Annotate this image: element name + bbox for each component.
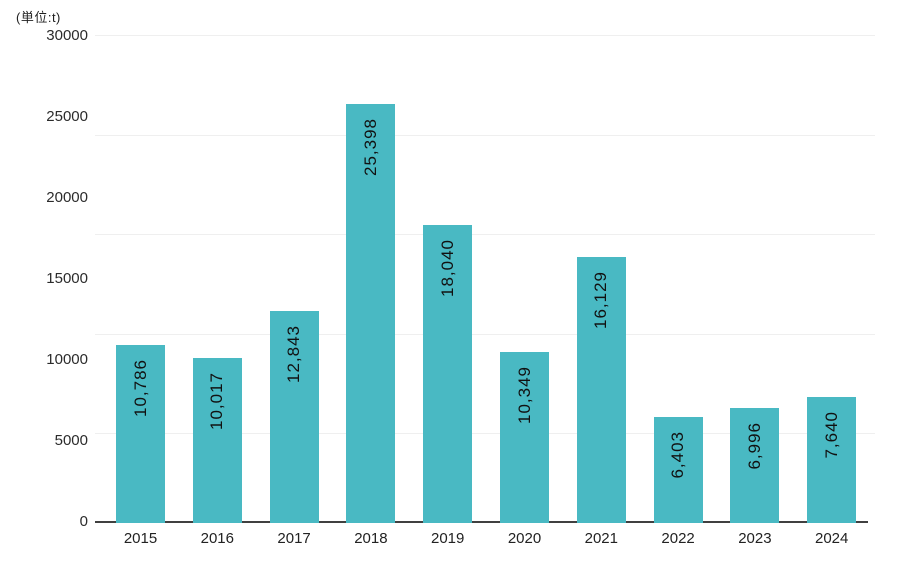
bar-value-label: 7,640 — [821, 411, 841, 459]
y-tick-label: 0 — [79, 513, 88, 530]
bar-2016: 10,017 — [192, 358, 242, 523]
bar-value-label: 10,017 — [207, 372, 227, 430]
bar-2017: 12,843 — [269, 311, 319, 523]
bar-2021: 16,129 — [576, 257, 626, 523]
x-axis-line — [95, 521, 868, 523]
bar-2018: 25,398 — [346, 104, 396, 523]
y-tick-label: 25000 — [46, 108, 88, 125]
bar-value-label: 6,403 — [668, 431, 688, 479]
bar-2019: 18,040 — [423, 225, 473, 523]
x-tick-label-2017: 2017 — [277, 530, 311, 547]
bar-2023: 6,996 — [730, 408, 780, 523]
y-tick-label: 10000 — [46, 351, 88, 368]
bar-value-label: 18,040 — [437, 239, 457, 297]
x-tick-label-2022: 2022 — [661, 530, 695, 547]
bar-2020: 10,349 — [500, 352, 549, 523]
gridline — [95, 333, 875, 335]
y-tick-label: 20000 — [46, 189, 88, 206]
gridline — [95, 433, 875, 434]
bar-2015: 10,786 — [116, 345, 165, 523]
bar-value-label: 25,398 — [360, 118, 380, 176]
x-tick-label-2018: 2018 — [354, 530, 388, 547]
x-tick-label-2020: 2020 — [507, 530, 542, 547]
bar-value-label: 12,843 — [284, 325, 304, 383]
x-tick-label-2024: 2024 — [815, 530, 849, 547]
gridline — [95, 134, 875, 136]
bar-value-label: 10,786 — [130, 359, 150, 417]
x-tick-label-2019: 2019 — [431, 530, 465, 547]
x-tick-label-2015: 2015 — [123, 530, 158, 547]
bar-value-label: 16,129 — [591, 271, 611, 329]
x-tick-label-2016: 2016 — [200, 530, 234, 547]
gridline — [95, 234, 875, 235]
bar-2024: 7,640 — [807, 397, 857, 523]
x-tick-label-2023: 2023 — [738, 530, 772, 547]
y-tick-label: 15000 — [46, 270, 88, 287]
bar-2022: 6,403 — [653, 417, 703, 523]
unit-label: (単位:t) — [16, 10, 61, 25]
bar-value-label: 6,996 — [744, 422, 764, 470]
gridline — [95, 35, 875, 36]
bar-value-label: 10,349 — [514, 366, 534, 424]
y-tick-label: 5000 — [54, 432, 88, 449]
y-tick-label: 30000 — [46, 27, 88, 44]
x-tick-label-2021: 2021 — [584, 530, 618, 547]
